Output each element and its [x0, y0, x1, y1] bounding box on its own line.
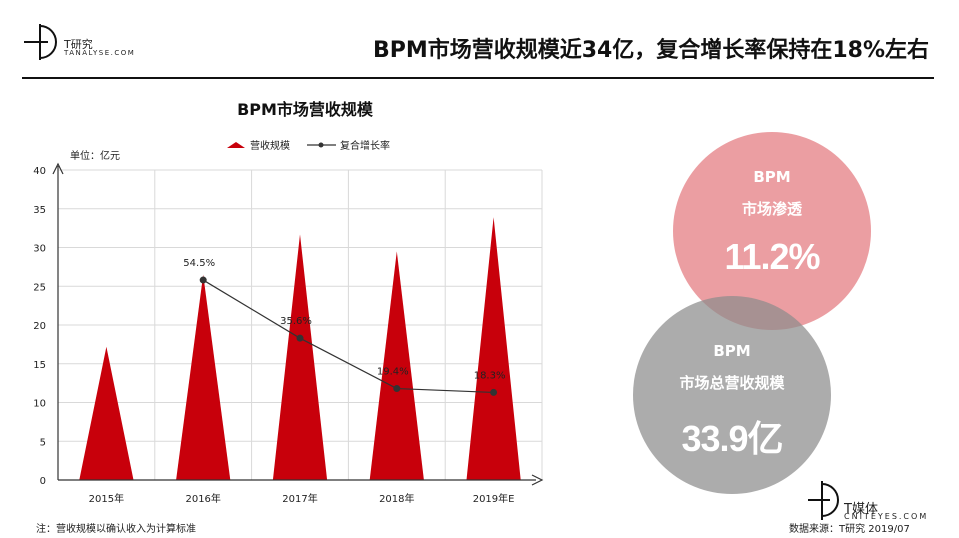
x-tick-label: 2015年 — [89, 492, 124, 505]
growth-data-label: 54.5% — [183, 258, 215, 269]
brand-logo-top: T研究 TANALYSE.COM — [22, 22, 136, 64]
revenue-circle: BPM 市场总营收规模 33.9亿 — [633, 296, 831, 494]
penetration-value: 11.2% — [724, 236, 820, 277]
revenue-value: 33.9亿 — [681, 418, 783, 459]
brand-domain: TANALYSE.COM — [64, 49, 136, 57]
media-brand-domain: CNITEYES.COM — [844, 512, 929, 521]
title-divider — [22, 77, 934, 79]
penetration-line1: BPM — [753, 168, 791, 186]
growth-line-series: 54.5% 35.6% 19.4% 18.3% — [183, 258, 505, 396]
x-tick-label: 2016年 — [185, 492, 220, 505]
page-title: BPM市场营收规模近34亿，复合增长率保持在18%左右 — [372, 38, 929, 63]
x-axis-arrow — [531, 474, 544, 486]
revenue-bar — [176, 274, 231, 480]
x-tick-label: 2019年E — [473, 492, 515, 505]
y-tick-label: 35 — [33, 205, 46, 216]
growth-data-label: 19.4% — [377, 367, 409, 378]
legend-bar-swatch — [227, 142, 245, 148]
bar-series — [79, 217, 521, 480]
penetration-circle: BPM 市场渗透 11.2% — [673, 132, 871, 330]
y-tick-label: 10 — [33, 399, 46, 410]
growth-data-label: 18.3% — [474, 370, 506, 381]
y-tick-label: 0 — [40, 476, 46, 487]
legend-bar-label: 营收规模 — [250, 139, 290, 152]
y-tick-label: 40 — [33, 166, 46, 177]
chart-legend: 营收规模 复合增长率 — [227, 139, 390, 152]
axis-labels: 0 5 10 15 20 25 30 35 40 2015年 2016年 2017年 2018年 2019… — [33, 166, 514, 505]
growth-point — [296, 334, 304, 342]
chart-title: BPM市场营收规模 — [237, 100, 374, 119]
media-brand-name: T媒体 — [844, 502, 878, 517]
growth-line — [202, 279, 494, 394]
y-tick-label: 25 — [33, 282, 46, 293]
growth-data-label: 35.6% — [280, 316, 312, 327]
axes — [52, 162, 544, 486]
unit-label: 单位：亿元 — [70, 149, 120, 162]
penetration-line2: 市场渗透 — [741, 200, 802, 218]
revenue-line1: BPM — [713, 342, 751, 360]
t-media-logo-icon — [808, 481, 839, 520]
legend-line-marker — [318, 142, 324, 148]
footnote: 注：营收规模以确认收入为计算标准 — [36, 524, 196, 535]
legend-line-label: 复合增长率 — [340, 139, 390, 152]
revenue-chart: BPM市场营收规模 营收规模 复合增长率 单位：亿元 54.5% 35.6% 19.… — [33, 100, 544, 505]
y-tick-label: 5 — [40, 437, 46, 448]
x-tick-label: 2018年 — [379, 492, 414, 505]
y-tick-label: 15 — [33, 360, 46, 371]
y-tick-label: 30 — [33, 244, 46, 255]
x-tick-label: 2017年 — [282, 492, 317, 505]
brand-logo-bottom: T媒体 CNITEYES.COM — [806, 478, 956, 528]
growth-point — [393, 385, 401, 393]
brand-name: T研究 — [64, 38, 93, 51]
data-source: 数据来源：T研究 2019/07 — [789, 524, 910, 535]
t-logo-icon — [24, 24, 57, 60]
revenue-bar — [369, 251, 424, 480]
y-axis-arrow — [52, 162, 64, 175]
revenue-bar — [79, 346, 134, 480]
revenue-bar — [272, 234, 328, 480]
y-tick-label: 20 — [33, 321, 46, 332]
revenue-bar — [466, 217, 521, 480]
growth-point — [490, 388, 498, 396]
revenue-line2: 市场总营收规模 — [679, 374, 785, 392]
growth-point — [199, 276, 207, 284]
